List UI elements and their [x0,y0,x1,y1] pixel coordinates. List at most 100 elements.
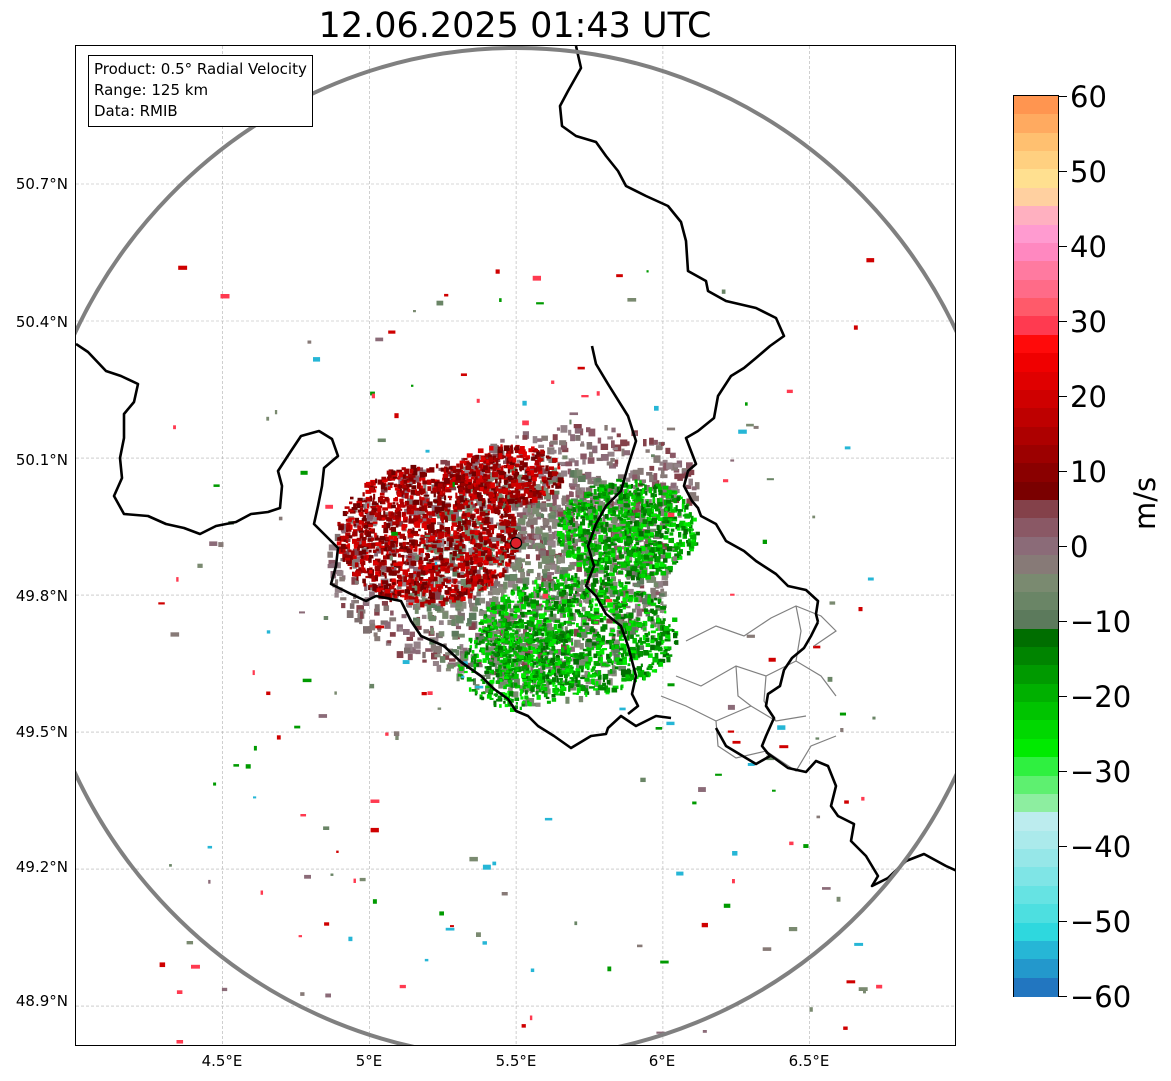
echo-pixel [465,557,469,561]
echo-pixel [408,601,414,606]
echo-pixel [372,583,377,586]
echo-pixel [426,498,429,502]
echo-pixel [450,542,457,546]
echo-pixel [367,524,373,528]
radar-map-canvas[interactable] [76,46,956,1046]
echo-pixel [439,533,444,539]
echo-pixel [562,631,566,635]
echo-pixel [419,508,425,515]
echo-pixel [685,503,690,507]
echo-pixel [440,467,445,472]
echo-pixel [613,463,618,467]
echo-pixel [648,487,653,494]
echo-pixel [493,464,498,469]
echo-pixel [509,574,518,581]
echo-pixel [544,572,552,580]
echo-pixel [592,578,599,584]
echo-pixel [631,526,638,533]
echo-pixel [510,527,516,533]
echo-pixel [583,614,588,622]
echo-pixel [666,462,673,470]
echo-pixel [428,615,437,622]
echo-pixel [633,655,639,661]
echo-pixel [568,517,574,524]
echo-pixel [470,568,476,575]
echo-pixel [575,590,578,594]
echo-pixel [459,551,466,555]
echo-pixel [410,464,417,471]
echo-pixel [664,574,668,581]
echo-pixel [451,584,454,587]
echo-pixel [384,487,388,491]
echo-pixel [483,560,489,564]
echo-pixel [519,611,525,618]
echo-pixel [532,481,536,486]
echo-pixel [399,542,403,547]
echo-pixel [340,547,343,553]
echo-pixel [480,582,489,589]
echo-pixel [580,521,586,526]
echo-pixel [491,596,499,605]
echo-pixel [671,629,675,633]
echo-pixel [627,492,634,497]
echo-pixel [627,630,631,636]
echo-pixel [684,513,691,519]
echo-pixel [641,513,645,518]
echo-pixel [625,504,631,508]
echo-pixel [449,615,456,620]
echo-pixel [622,606,626,610]
echo-pixel [529,499,533,504]
echo-pixel [635,494,641,500]
echo-pixel [622,622,629,629]
echo-pixel [418,548,421,555]
echo-pixel [483,480,487,484]
echo-pixel [432,510,439,517]
echo-pixel [597,521,601,526]
echo-pixel [363,524,369,529]
echo-pixel [548,473,553,477]
echo-pixel [457,471,460,477]
echo-pixel [498,525,506,530]
echo-pixel [479,475,483,480]
echo-pixel [546,502,553,507]
echo-pixel [675,524,680,530]
echo-pixel [520,454,525,458]
echo-pixel [543,523,549,528]
echo-pixel [476,574,482,580]
echo-pixel [593,478,597,486]
echo-pixel [548,641,553,645]
echo-pixel [348,517,355,520]
echo-pixel [478,482,484,488]
radar-map[interactable] [75,45,956,1046]
echo-pixel [538,660,541,667]
echo-pixel [380,620,388,625]
echo-pixel [456,500,461,504]
echo-pixel [686,542,691,547]
echo-pixel [426,518,431,525]
echo-pixel [599,492,606,495]
echo-pixel [505,490,509,496]
echo-pixel [399,554,405,558]
echo-pixel [403,576,408,583]
echo-pixel [566,494,570,502]
echo-pixel [500,592,505,598]
echo-pixel [476,499,483,506]
echo-pixel [502,488,507,495]
echo-pixel [364,508,369,513]
echo-pixel [583,595,587,600]
echo-pixel [406,548,413,554]
echo-pixel [404,468,410,475]
echo-pixel [495,481,499,487]
echo-pixel [473,525,478,533]
echo-pixel [517,647,522,653]
echo-pixel [585,588,589,592]
echo-pixel [452,571,459,577]
echo-pixel [395,541,398,548]
echo-pixel [575,487,579,492]
echo-pixel [648,542,654,545]
echo-pixel [459,535,463,542]
echo-pixel [623,500,631,506]
echo-pixel [568,499,574,506]
echo-pixel [495,460,499,466]
echo-pixel [484,486,487,489]
